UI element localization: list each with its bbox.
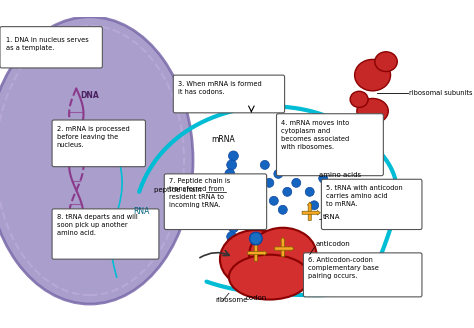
Circle shape (274, 169, 283, 178)
Circle shape (265, 178, 274, 187)
Text: mRNA: mRNA (211, 135, 235, 144)
Text: 3. When mRNA is formed
it has codons.: 3. When mRNA is formed it has codons. (178, 81, 262, 95)
Circle shape (227, 196, 237, 206)
Circle shape (227, 160, 237, 170)
FancyArrow shape (137, 236, 141, 255)
FancyArrow shape (254, 242, 258, 261)
Text: DNA: DNA (81, 91, 99, 100)
Text: 6. Anticodon-codon
complementary base
pairing occurs.: 6. Anticodon-codon complementary base pa… (308, 257, 379, 279)
Circle shape (227, 178, 237, 188)
Circle shape (250, 232, 262, 245)
FancyBboxPatch shape (52, 120, 146, 167)
Text: 4. mRNA moves into
cytoplasm and
becomes associated
with ribosomes.: 4. mRNA moves into cytoplasm and becomes… (281, 120, 349, 150)
Circle shape (227, 214, 237, 224)
Circle shape (278, 205, 287, 214)
Text: 7. Peptide chain is
transferred from
resident tRNA to
incoming tRNA.: 7. Peptide chain is transferred from res… (169, 178, 230, 208)
Circle shape (269, 196, 278, 205)
FancyBboxPatch shape (321, 179, 422, 230)
Circle shape (319, 174, 328, 183)
FancyArrow shape (248, 251, 267, 256)
Ellipse shape (375, 52, 397, 72)
Text: 2. mRNA is processed
before leaving the
nucleus.: 2. mRNA is processed before leaving the … (56, 126, 129, 148)
Text: codon: codon (245, 296, 266, 301)
FancyBboxPatch shape (164, 174, 267, 230)
Circle shape (225, 205, 235, 215)
Ellipse shape (220, 230, 292, 288)
FancyBboxPatch shape (303, 253, 422, 297)
Text: 1. DNA in nucleus serves
as a template.: 1. DNA in nucleus serves as a template. (6, 36, 89, 51)
Ellipse shape (249, 228, 317, 282)
Text: anticodon: anticodon (316, 241, 351, 247)
Ellipse shape (355, 59, 391, 91)
Circle shape (228, 223, 238, 233)
Text: 5. tRNA with anticodon
carries amino acid
to mRNA.: 5. tRNA with anticodon carries amino aci… (326, 185, 402, 207)
Circle shape (228, 151, 238, 161)
Text: RNA: RNA (133, 207, 149, 216)
Circle shape (287, 156, 296, 165)
FancyBboxPatch shape (173, 75, 284, 113)
FancyBboxPatch shape (276, 114, 383, 176)
FancyArrow shape (131, 245, 150, 249)
Circle shape (301, 165, 310, 174)
FancyArrow shape (275, 246, 294, 251)
Ellipse shape (0, 17, 193, 304)
FancyArrow shape (281, 237, 285, 256)
Circle shape (305, 187, 314, 196)
Circle shape (260, 160, 269, 169)
FancyBboxPatch shape (52, 209, 159, 259)
Text: 8. tRNA departs and will
soon pick up another
amino acid.: 8. tRNA departs and will soon pick up an… (56, 214, 137, 236)
FancyBboxPatch shape (0, 27, 102, 68)
Circle shape (310, 201, 319, 210)
Circle shape (225, 169, 235, 179)
Text: amino acids: amino acids (319, 172, 361, 177)
Ellipse shape (229, 255, 310, 299)
Text: peptide chain: peptide chain (154, 187, 202, 193)
Text: tRNA: tRNA (323, 214, 341, 220)
Ellipse shape (357, 98, 388, 124)
FancyArrow shape (302, 211, 320, 215)
Text: ribosome: ribosome (216, 297, 248, 303)
FancyArrow shape (308, 202, 312, 220)
Circle shape (292, 178, 301, 187)
Text: ribosomal subunits: ribosomal subunits (410, 90, 473, 96)
Ellipse shape (350, 91, 368, 108)
Circle shape (227, 232, 237, 242)
Circle shape (283, 187, 292, 196)
Circle shape (228, 187, 238, 197)
